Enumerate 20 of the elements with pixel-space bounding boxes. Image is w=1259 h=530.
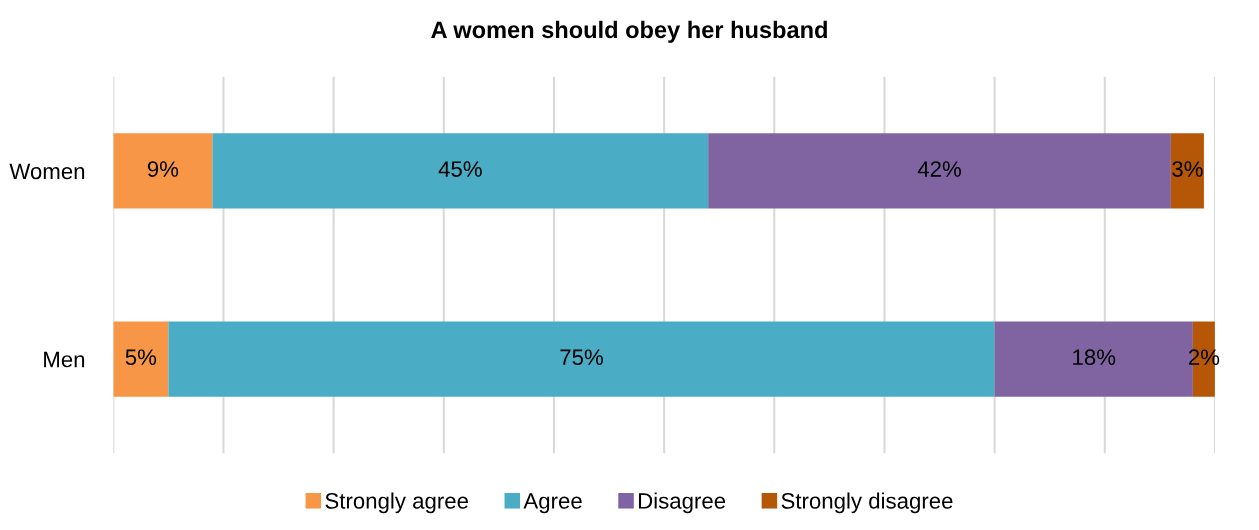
data-label: 5% [125, 349, 157, 366]
legend-label: Agree [523, 493, 582, 514]
bar [1170, 133, 1204, 209]
bar [113, 321, 169, 397]
data-label: 3% [1172, 161, 1203, 177]
legend-label: Strongly agree [325, 492, 468, 514]
legend-label: Disagree [638, 492, 726, 514]
bar [708, 133, 1171, 209]
data-label: 18% [1073, 349, 1116, 366]
data-label: 42% [917, 161, 961, 177]
data-label: 75% [560, 349, 603, 366]
y-tick-label: Women [9, 163, 85, 180]
bar [168, 321, 995, 397]
bar [113, 133, 213, 209]
data-label: 45% [438, 161, 482, 177]
data-label: 9% [147, 161, 179, 177]
y-tick-label: Men [44, 351, 85, 368]
bar [212, 133, 709, 209]
chart-title: A women should obey her husband [431, 20, 827, 43]
legend-label: Strongly disagree [781, 492, 953, 514]
